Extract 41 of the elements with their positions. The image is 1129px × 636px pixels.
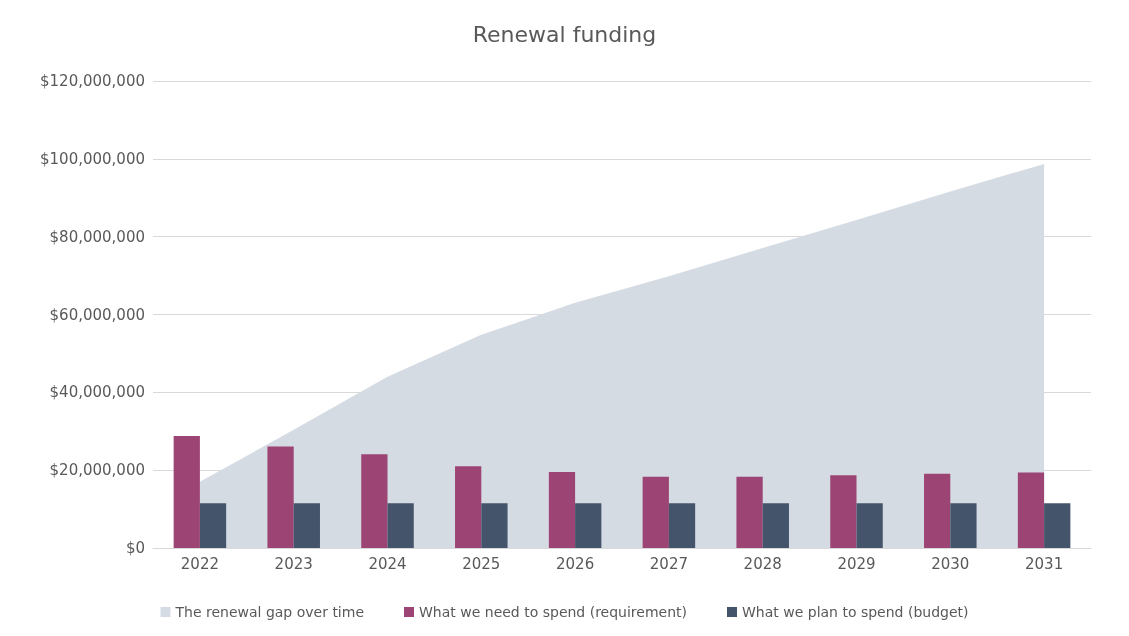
x-tick-label: 2030: [931, 554, 970, 573]
bar: [173, 435, 200, 548]
bar: [293, 503, 320, 548]
y-tick-label: $80,000,000: [49, 227, 145, 246]
x-tick-label: 2024: [368, 554, 407, 573]
y-tick-label: $120,000,000: [40, 72, 145, 90]
bar: [1017, 472, 1045, 548]
x-tick-label: 2028: [743, 554, 782, 573]
y-tick-label: $40,000,000: [49, 383, 145, 402]
bar: [642, 476, 669, 548]
x-tick-label: 2029: [837, 554, 876, 573]
bar: [361, 454, 388, 548]
bar: [481, 503, 508, 548]
bar: [199, 503, 227, 548]
bar: [267, 446, 294, 548]
bar: [924, 473, 951, 548]
x-tick-label: 2025: [462, 554, 501, 573]
chart-title: Renewal funding: [472, 21, 657, 47]
bar: [762, 503, 789, 548]
y-tick-label: $100,000,000: [40, 149, 145, 168]
x-tick-label: 2031: [1025, 554, 1064, 573]
legend-label: The renewal gap over time: [174, 604, 365, 620]
bar: [1044, 503, 1071, 548]
bar: [387, 503, 414, 548]
x-tick-label: 2023: [274, 554, 313, 573]
bar: [736, 476, 763, 548]
bar: [455, 466, 482, 548]
bar: [548, 472, 576, 548]
y-tick-label: $60,000,000: [49, 305, 145, 324]
x-tick-label: 2022: [180, 554, 219, 573]
legend-label: What we plan to spend (budget): [742, 604, 969, 620]
y-tick-label: $20,000,000: [49, 461, 145, 480]
bar: [830, 475, 857, 548]
x-tick-label: 2027: [649, 554, 688, 573]
legend-label: What we need to spend (requirement): [419, 604, 688, 620]
bar: [575, 503, 602, 548]
bar: [668, 503, 696, 548]
bar: [856, 503, 883, 548]
bar: [950, 503, 977, 548]
y-tick-label: $0: [125, 539, 145, 557]
x-tick-label: 2026: [556, 554, 595, 573]
